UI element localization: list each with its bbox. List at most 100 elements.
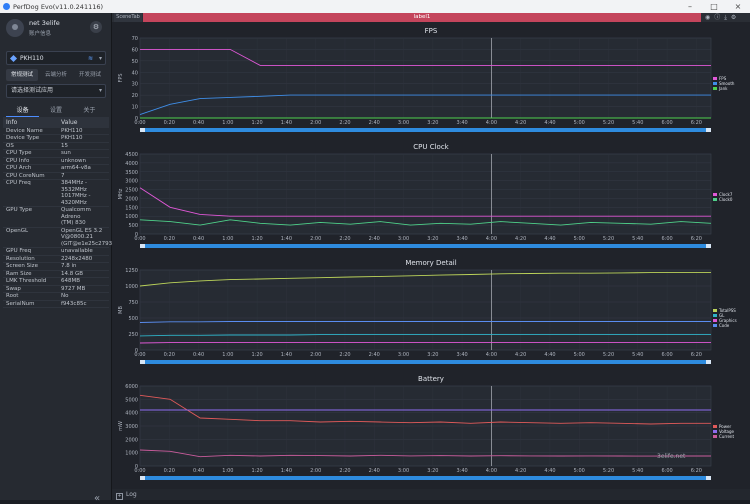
x-tick-label: 0:40: [193, 236, 204, 242]
app-select-placeholder: 请选择测试应用: [11, 87, 53, 94]
x-tick-label: 3:20: [427, 468, 438, 474]
timeline-scrollbar[interactable]: [140, 476, 711, 480]
user-name: net 3elife: [29, 19, 60, 27]
info-key: SerialNum: [6, 301, 61, 307]
legend-item[interactable]: Current: [713, 434, 734, 439]
tab-settings[interactable]: 设置: [39, 105, 72, 117]
y-tick-label: 500: [128, 316, 138, 322]
title-bar: PerfDog Evo(v11.0.241116) – □ ×: [0, 0, 750, 13]
tab-about[interactable]: 关于: [73, 105, 106, 117]
settings-button[interactable]: ⚙: [90, 21, 102, 33]
x-tick-label: 3:20: [427, 236, 438, 242]
x-tick-label: 1:20: [252, 468, 263, 474]
timeline-scrollbar[interactable]: [140, 128, 711, 132]
legend-swatch: [713, 198, 717, 201]
tab-device[interactable]: 设备: [6, 105, 39, 117]
y-tick-label: 2000: [125, 196, 138, 202]
info-key: CPU CoreNum: [6, 173, 61, 179]
y-tick-label: 1000: [125, 284, 138, 290]
y-axis-label: MB: [118, 306, 124, 314]
log-bar[interactable]: +Log: [112, 489, 750, 500]
minimize-icon[interactable]: –: [678, 0, 702, 13]
expand-log-icon[interactable]: +: [116, 493, 123, 500]
chart-svg: 0500100015002000250030003500400045000:00…: [112, 142, 750, 254]
account-info-link[interactable]: 账户信息: [29, 29, 51, 37]
info-key: GPU Type: [6, 207, 61, 226]
timeline-scrollbar[interactable]: [140, 360, 711, 364]
x-tick-label: 3:00: [398, 352, 409, 358]
x-tick-label: 5:40: [632, 352, 643, 358]
chevron-down-icon: ▾: [99, 85, 102, 97]
info-value: No: [61, 293, 109, 299]
info-icon[interactable]: ⓘ: [714, 13, 720, 22]
legend-swatch: [713, 324, 717, 327]
x-tick-label: 6:00: [661, 236, 672, 242]
x-tick-label: 4:20: [515, 468, 526, 474]
info-value: 384MHz - 3532MHz 1017MHz - 4320MHz: [61, 180, 109, 206]
y-tick-label: 6000: [125, 384, 138, 390]
x-tick-label: 4:00: [486, 352, 497, 358]
watermark-text: 3elife.net: [657, 453, 747, 460]
y-tick-label: 60: [132, 47, 138, 53]
x-tick-label: 2:20: [339, 120, 350, 126]
info-value: 648MB: [61, 278, 109, 284]
y-tick-label: 250: [128, 332, 138, 338]
close-icon[interactable]: ×: [726, 0, 750, 13]
y-tick-label: 4000: [125, 411, 138, 417]
info-key: CPU Freq: [6, 180, 61, 206]
x-tick-label: 4:20: [515, 236, 526, 242]
x-tick-label: 0:40: [193, 352, 204, 358]
mode-tab-normal[interactable]: 常规测试: [6, 69, 38, 81]
y-tick-label: 3000: [125, 424, 138, 430]
x-tick-label: 0:00: [134, 236, 145, 242]
plot-area: [140, 270, 711, 350]
x-tick-label: 2:00: [310, 120, 321, 126]
collapse-sidebar-icon[interactable]: «: [94, 493, 100, 504]
download-icon[interactable]: ⤓: [724, 13, 727, 22]
maximize-icon[interactable]: □: [702, 0, 726, 13]
device-selector[interactable]: PKH110 ≋ ▾: [6, 51, 106, 65]
app-select[interactable]: 请选择测试应用 ▾: [6, 84, 106, 98]
scene-tab[interactable]: SceneTab: [114, 13, 142, 22]
legend-swatch: [713, 193, 717, 196]
gear-icon[interactable]: ⚙: [731, 13, 736, 22]
x-tick-label: 2:20: [339, 468, 350, 474]
x-tick-label: 6:20: [691, 352, 702, 358]
legend-item[interactable]: Code: [713, 323, 737, 328]
x-tick-label: 5:20: [603, 120, 614, 126]
y-tick-label: 40: [132, 70, 138, 76]
legend-swatch: [713, 309, 717, 312]
x-tick-label: 2:40: [369, 120, 380, 126]
y-tick-label: 2500: [125, 188, 138, 194]
x-tick-label: 6:20: [691, 468, 702, 474]
avatar[interactable]: [6, 19, 24, 37]
location-icon[interactable]: ◉: [705, 13, 710, 22]
mode-tab-cloud[interactable]: 云端分析: [40, 69, 72, 81]
info-key: CPU Type: [6, 150, 61, 156]
legend-item[interactable]: Clock0: [713, 197, 732, 202]
mode-tab-dev[interactable]: 开发测试: [74, 69, 106, 81]
timeline-scrollbar[interactable]: [140, 244, 711, 248]
x-tick-label: 0:00: [134, 468, 145, 474]
legend-swatch: [713, 87, 717, 90]
info-value: unknown: [61, 158, 109, 164]
x-tick-label: 0:40: [193, 468, 204, 474]
info-value: f943c85c: [61, 301, 109, 307]
window-controls: – □ ×: [678, 0, 750, 13]
legend-item[interactable]: Jank: [713, 86, 734, 91]
chevron-down-icon: ▾: [99, 55, 102, 62]
x-tick-label: 3:00: [398, 468, 409, 474]
x-tick-label: 4:40: [544, 468, 555, 474]
y-axis-label: MHz: [118, 188, 124, 199]
label-tab[interactable]: label1: [143, 13, 701, 22]
info-value: 9727 MB: [61, 286, 109, 292]
